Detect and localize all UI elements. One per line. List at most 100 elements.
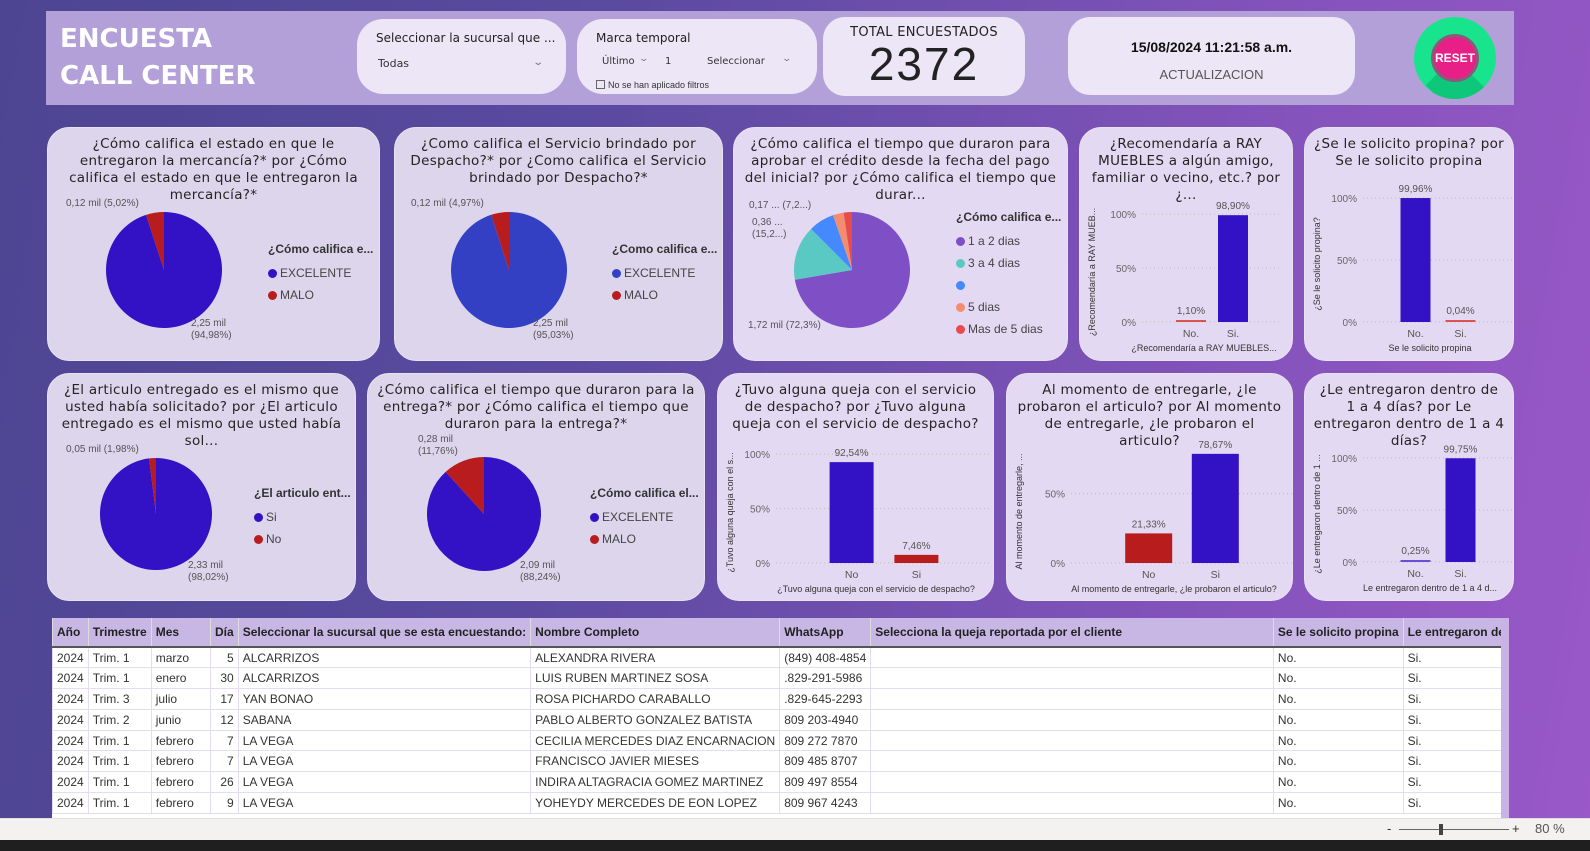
bar-no[interactable] xyxy=(1400,560,1431,562)
pie-slice-1-a-2-dias[interactable] xyxy=(794,212,910,328)
column-header[interactable]: Año xyxy=(52,618,89,648)
table-cell: No. xyxy=(1272,667,1404,690)
table-row[interactable]: 2024 Trim. 1 febrero 7 LA VEGA CECILIA MERCED… xyxy=(52,730,1509,752)
table-row[interactable]: 2024 Trim. 1 febrero 7 LA VEGA FRANCISCO JAVI… xyxy=(52,750,1509,773)
table-row[interactable]: 2024 Trim. 1 marzo 5 ALCARRIZOS ALEXANDRA RIV… xyxy=(52,647,1509,669)
pie-slice-malo[interactable] xyxy=(491,212,509,270)
reset-label[interactable]: RESET xyxy=(1431,34,1479,82)
table-row[interactable]: 2024 Trim. 2 junio 12 SABANA PABLO ALBERTO GO… xyxy=(52,709,1509,731)
column-header[interactable]: Trimestre xyxy=(87,618,152,648)
unit-dropdown[interactable]: Seleccionar xyxy=(707,56,765,67)
legend-item[interactable]: MALO xyxy=(612,284,717,306)
branch-slicer-value[interactable]: Todas xyxy=(378,57,410,70)
y-tick-label: 0% xyxy=(1343,558,1358,569)
table-row[interactable]: 2024 Trim. 1 febrero 9 LA VEGA YOHEYDY MERCED… xyxy=(52,792,1509,814)
table-cell: 2024 xyxy=(52,688,89,710)
bar-data-label: 98,90% xyxy=(1216,201,1250,212)
vertical-scrollbar[interactable] xyxy=(1501,618,1509,818)
x-axis-title: Se le solicito propina xyxy=(1388,343,1471,353)
pie-slice-si[interactable] xyxy=(100,458,213,570)
period-count-input[interactable]: 1 xyxy=(665,56,672,67)
legend-item[interactable]: 1 a 2 dias xyxy=(956,230,1061,252)
table-cell: 30 xyxy=(210,667,239,690)
bar-si[interactable] xyxy=(1445,458,1476,562)
table-cell: julio xyxy=(150,688,211,710)
pie-slice-5-dias[interactable] xyxy=(833,212,852,270)
legend-item[interactable]: Mas de 5 dias xyxy=(956,318,1061,340)
column-header[interactable]: Nombre Completo xyxy=(530,618,780,648)
chevron-down-icon[interactable]: ⌄ xyxy=(781,54,793,64)
pie-slice-no[interactable] xyxy=(149,458,156,514)
chevron-down-icon[interactable]: ⌄ xyxy=(532,57,545,68)
bar-no[interactable] xyxy=(1125,533,1173,563)
table-row[interactable]: 2024 Trim. 1 enero 30 ALCARRIZOS LUIS RUBEN M… xyxy=(52,667,1509,690)
zoom-slider-thumb[interactable] xyxy=(1439,824,1443,835)
legend-label: MALO xyxy=(602,532,637,546)
table-cell: No. xyxy=(1272,730,1404,752)
zoom-in-button[interactable]: + xyxy=(1512,821,1520,836)
bar-no[interactable] xyxy=(1176,320,1206,322)
legend-item[interactable]: MALO xyxy=(590,528,699,550)
reset-button[interactable]: RESET xyxy=(1414,17,1496,99)
update-label: ACTUALIZACION xyxy=(1159,67,1264,82)
legend-title: ¿El articulo ent... xyxy=(254,486,351,500)
chart-legend: ¿Cómo califica e... EXCELENTE MALO xyxy=(268,242,373,306)
x-tick-label: No. xyxy=(1407,568,1423,580)
pie-slice-excelente[interactable] xyxy=(106,212,223,328)
bar-si[interactable] xyxy=(894,554,939,563)
column-header[interactable]: Selecciona la queja reportada por el cli… xyxy=(870,618,1274,648)
legend-item[interactable]: EXCELENTE xyxy=(268,262,373,284)
legend-item[interactable] xyxy=(956,274,1061,296)
legend-label: MALO xyxy=(280,288,315,302)
bar-no[interactable] xyxy=(1400,198,1431,322)
column-header[interactable]: Mes xyxy=(150,618,211,648)
report-canvas: ENCUESTA CALL CENTER Seleccionar la sucu… xyxy=(46,11,1514,818)
legend-item[interactable]: 3 a 4 dias xyxy=(956,252,1061,274)
pie-data-label: 0,17 ... (7,2...) xyxy=(749,200,811,211)
legend-item[interactable]: Si xyxy=(254,506,351,528)
pie-slice-malo[interactable] xyxy=(146,212,164,270)
time-slicer: Marca temporal Último ⌄ 1 Seleccionar ⌄ … xyxy=(577,19,817,94)
period-dropdown[interactable]: Último xyxy=(602,56,635,67)
bar-no[interactable] xyxy=(829,462,874,563)
chart-card-recomendaria: ¿Recomendaría a RAY MUEBLES a algún amig… xyxy=(1079,127,1293,361)
bar-si[interactable] xyxy=(1191,453,1239,563)
survey-table: Año Trimestre Mes Día Seleccionar la sucursa… xyxy=(52,618,1509,818)
chart-title: ¿Tuvo alguna queja con el servicio de de… xyxy=(732,382,979,432)
legend-title: ¿Como califica e... xyxy=(612,242,718,256)
chart-card-tiempo-credito: ¿Cómo califica el tiempo que duraron par… xyxy=(733,127,1068,361)
table-cell: 2024 xyxy=(52,709,89,731)
x-tick-label: Si xyxy=(912,569,921,581)
zoom-slider[interactable] xyxy=(1399,824,1509,835)
legend-item[interactable]: EXCELENTE xyxy=(612,262,717,284)
legend-item[interactable]: No xyxy=(254,528,351,550)
branch-slicer[interactable]: Seleccionar la sucursal que ... Todas ⌄ xyxy=(357,19,566,94)
y-tick-label: 100% xyxy=(744,450,770,461)
legend-dot-icon xyxy=(268,268,277,278)
legend-item[interactable]: MALO xyxy=(268,284,373,306)
y-axis-title: ¿Se le solicito propina? xyxy=(1312,217,1322,311)
chart-svg: 1,72 mil (72,3%) 0,36 ...(15,2...) 0,17 ..… xyxy=(748,200,910,331)
legend-dot-icon xyxy=(590,534,599,544)
column-header[interactable]: Le entregaron de xyxy=(1402,618,1509,648)
table-row[interactable]: 2024 Trim. 1 febrero 26 LA VEGA INDIRA ALTAGR… xyxy=(52,771,1509,794)
column-header[interactable]: WhatsApp xyxy=(779,618,871,648)
bar-si[interactable] xyxy=(1445,320,1476,322)
chevron-down-icon[interactable]: ⌄ xyxy=(638,54,650,64)
column-header[interactable]: Se le solicito propina xyxy=(1272,618,1404,648)
pie-data-label: (88,24%) xyxy=(520,572,561,583)
pie-slice-malo[interactable] xyxy=(445,457,484,514)
zoom-out-button[interactable]: - xyxy=(1387,821,1392,836)
bar-si[interactable] xyxy=(1218,215,1248,322)
table-cell: ALCARRIZOS xyxy=(237,647,531,669)
column-header[interactable]: Día xyxy=(210,618,239,648)
pie-slice-mas-de-5-dias[interactable] xyxy=(843,212,852,270)
table-cell: 2024 xyxy=(52,792,89,814)
pie-slice-3-a-4-dias[interactable] xyxy=(794,228,852,280)
legend-item[interactable]: EXCELENTE xyxy=(590,506,699,528)
table-row[interactable]: 2024 Trim. 3 julio 17 YAN BONAO ROSA PICHARDO… xyxy=(52,688,1509,710)
legend-item[interactable]: 5 dias xyxy=(956,296,1061,318)
title-line-2: CALL CENTER xyxy=(60,61,256,91)
pie-slice-blank[interactable] xyxy=(810,215,852,270)
column-header[interactable]: Seleccionar la sucursal que se esta encu… xyxy=(237,618,531,648)
